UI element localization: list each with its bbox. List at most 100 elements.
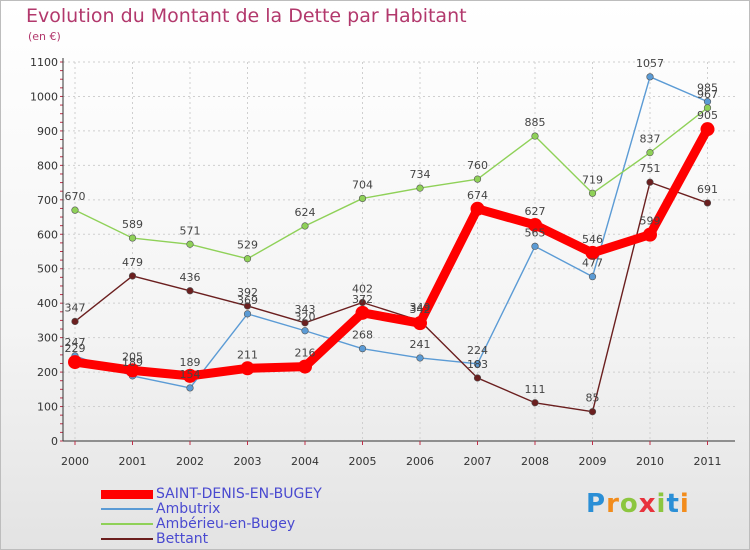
data-point: [531, 399, 539, 407]
data-point: [416, 184, 424, 192]
data-point: [358, 345, 367, 353]
y-tick-label: 200: [37, 366, 58, 379]
logo-letter: x: [638, 489, 657, 519]
data-label: 216: [295, 347, 316, 360]
data-label: 967: [697, 88, 718, 101]
data-label: 1057: [636, 57, 664, 70]
data-label: 691: [697, 183, 718, 196]
data-label: 479: [122, 256, 143, 269]
data-label: 760: [467, 159, 488, 172]
data-label: 674: [467, 189, 488, 202]
data-label: 342: [410, 303, 431, 316]
data-point: [243, 310, 252, 318]
data-point: [643, 227, 657, 242]
x-tick-label: 2008: [521, 455, 549, 468]
data-point: [301, 319, 309, 327]
data-label: 189: [122, 356, 143, 369]
data-label: 546: [582, 233, 603, 246]
legend-swatch: [101, 523, 153, 525]
data-point: [186, 384, 194, 392]
data-label: 111: [525, 383, 546, 396]
y-tick-label: 500: [37, 263, 58, 276]
y-tick-label: 0: [51, 435, 58, 448]
data-label: 211: [237, 348, 258, 361]
data-point: [68, 355, 82, 370]
data-point: [128, 234, 137, 242]
data-label: 241: [410, 338, 431, 351]
data-point: [703, 104, 712, 112]
legend-swatch: [101, 538, 153, 540]
data-point: [358, 298, 367, 307]
data-label: 734: [410, 168, 431, 181]
data-label: 268: [352, 329, 373, 342]
y-tick-label: 1000: [30, 90, 58, 103]
data-point: [703, 199, 712, 207]
data-point: [240, 361, 255, 376]
data-label: 343: [295, 303, 316, 316]
data-label: 719: [582, 173, 603, 186]
data-label: 589: [122, 218, 143, 231]
data-point: [473, 360, 482, 368]
data-point: [528, 217, 542, 232]
series-line: [70, 124, 712, 381]
axis-layer: 0 100 200 300 400 500 600 700 800 900 1000 1100 2000…: [30, 56, 735, 468]
y-tick-label: 900: [37, 125, 58, 138]
x-tick-label: 2002: [176, 455, 204, 468]
data-label: 372: [352, 293, 373, 306]
data-point: [646, 178, 654, 186]
x-tick-label: 2010: [636, 455, 664, 468]
data-point: [531, 132, 539, 140]
series-layer: [68, 73, 715, 416]
data-point: [125, 363, 140, 378]
data-label: 224: [467, 344, 488, 357]
data-point: [186, 287, 194, 295]
legend-swatch: [101, 489, 153, 499]
series-line: [74, 181, 709, 413]
data-point: [301, 222, 309, 230]
data-point: [413, 316, 427, 331]
series-ambutrix: [71, 73, 712, 392]
data-label: 704: [352, 178, 373, 191]
data-label: 565: [525, 226, 546, 239]
data-point: [71, 317, 79, 326]
data-label: 320: [295, 311, 316, 324]
legend-label: Bettant: [156, 531, 209, 547]
data-label: 624: [295, 206, 316, 219]
data-label: 436: [180, 271, 201, 284]
data-label: 189: [180, 356, 201, 369]
data-label: 85: [586, 392, 600, 405]
data-point: [416, 354, 424, 362]
data-point: [473, 374, 482, 382]
data-point: [646, 73, 654, 81]
data-label: 985: [697, 82, 718, 95]
data-point: [183, 368, 197, 383]
series-line: [74, 76, 709, 389]
data-label: 751: [640, 162, 661, 175]
logo-letter: r: [606, 489, 620, 519]
logo-letter: t: [666, 489, 680, 519]
x-tick-label: 2003: [234, 455, 262, 468]
logo-letter: i: [656, 489, 667, 519]
data-label: 183: [467, 358, 488, 371]
logo-letter: P: [586, 489, 607, 519]
data-label: 627: [525, 205, 546, 218]
data-label: 154: [180, 368, 201, 381]
x-tick-label: 2005: [349, 455, 377, 468]
data-point: [71, 206, 79, 214]
x-tick-label: 2011: [694, 455, 722, 468]
data-label: 229: [65, 342, 86, 355]
data-label: 369: [237, 294, 258, 307]
data-point: [646, 149, 654, 157]
y-tick-label: 600: [37, 228, 58, 241]
data-label: 347: [65, 301, 86, 314]
legend-label: Ambérieu-en-Bugey: [156, 516, 296, 532]
data-point: [358, 194, 367, 203]
x-tick-label: 2004: [291, 455, 319, 468]
data-label: 885: [525, 116, 546, 129]
logo-letter: o: [619, 489, 639, 519]
data-label: 599: [640, 215, 661, 228]
data-label: 247: [65, 336, 86, 349]
x-tick-label: 2006: [406, 455, 434, 468]
